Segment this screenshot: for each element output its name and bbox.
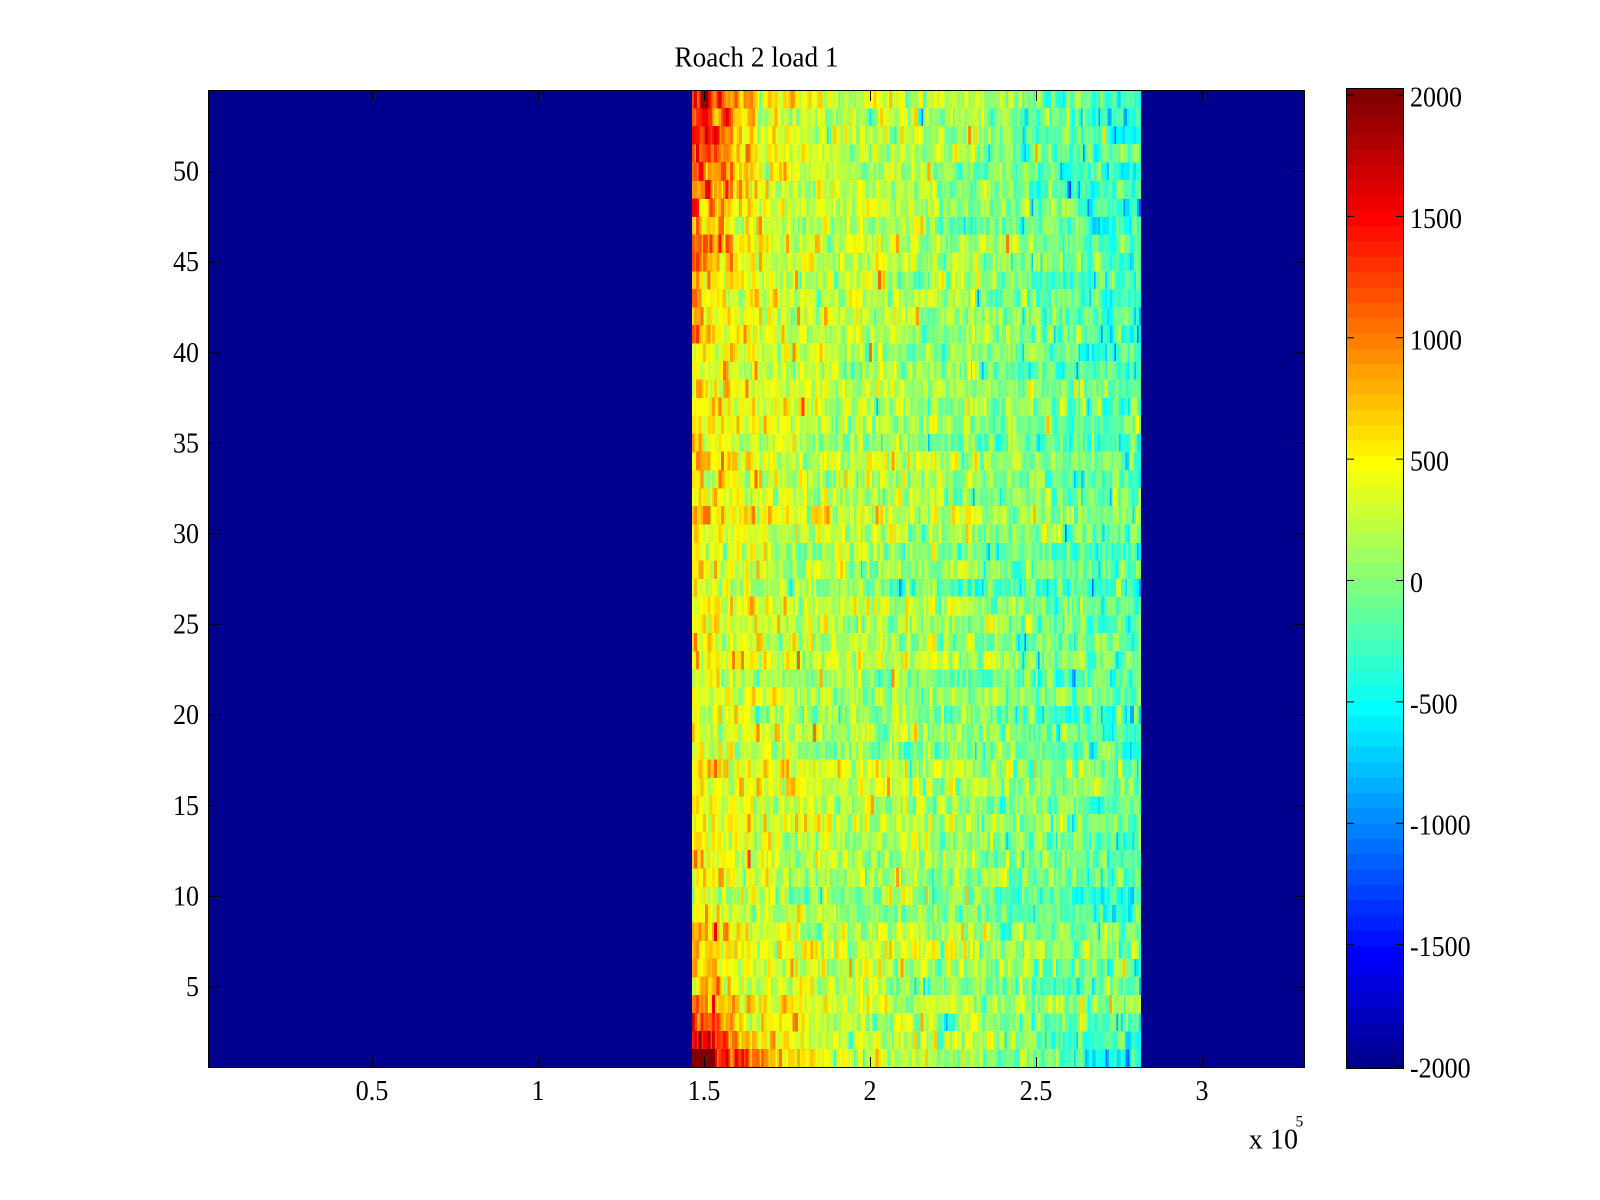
svg-text:50: 50 bbox=[173, 157, 199, 188]
svg-text:5: 5 bbox=[186, 972, 199, 1003]
svg-text:1000: 1000 bbox=[1410, 325, 1462, 356]
svg-text:-2000: -2000 bbox=[1410, 1054, 1471, 1085]
svg-text:0: 0 bbox=[1410, 568, 1423, 599]
svg-text:30: 30 bbox=[173, 519, 199, 550]
svg-text:2.5: 2.5 bbox=[1020, 1076, 1053, 1107]
svg-text:15: 15 bbox=[173, 791, 199, 822]
svg-text:1500: 1500 bbox=[1410, 204, 1462, 235]
svg-text:500: 500 bbox=[1410, 447, 1449, 478]
svg-text:35: 35 bbox=[173, 428, 199, 459]
svg-text:3: 3 bbox=[1196, 1076, 1209, 1107]
svg-text:45: 45 bbox=[173, 247, 199, 278]
svg-text:2000: 2000 bbox=[1410, 83, 1462, 114]
svg-text:1: 1 bbox=[532, 1076, 545, 1107]
svg-text:40: 40 bbox=[173, 338, 199, 369]
svg-text:20: 20 bbox=[173, 700, 199, 731]
svg-text:-1500: -1500 bbox=[1410, 932, 1471, 963]
svg-text:-500: -500 bbox=[1410, 689, 1458, 720]
svg-text:-1000: -1000 bbox=[1410, 811, 1471, 842]
svg-text:25: 25 bbox=[173, 610, 199, 641]
svg-text:x 10: x 10 bbox=[1249, 1124, 1298, 1155]
svg-text:1.5: 1.5 bbox=[688, 1076, 721, 1107]
svg-text:5: 5 bbox=[1296, 1114, 1304, 1131]
svg-text:Roach 2 load 1: Roach 2 load 1 bbox=[675, 43, 839, 74]
svg-text:2: 2 bbox=[864, 1076, 877, 1107]
svg-text:10: 10 bbox=[173, 881, 199, 912]
svg-text:0.5: 0.5 bbox=[356, 1076, 389, 1107]
